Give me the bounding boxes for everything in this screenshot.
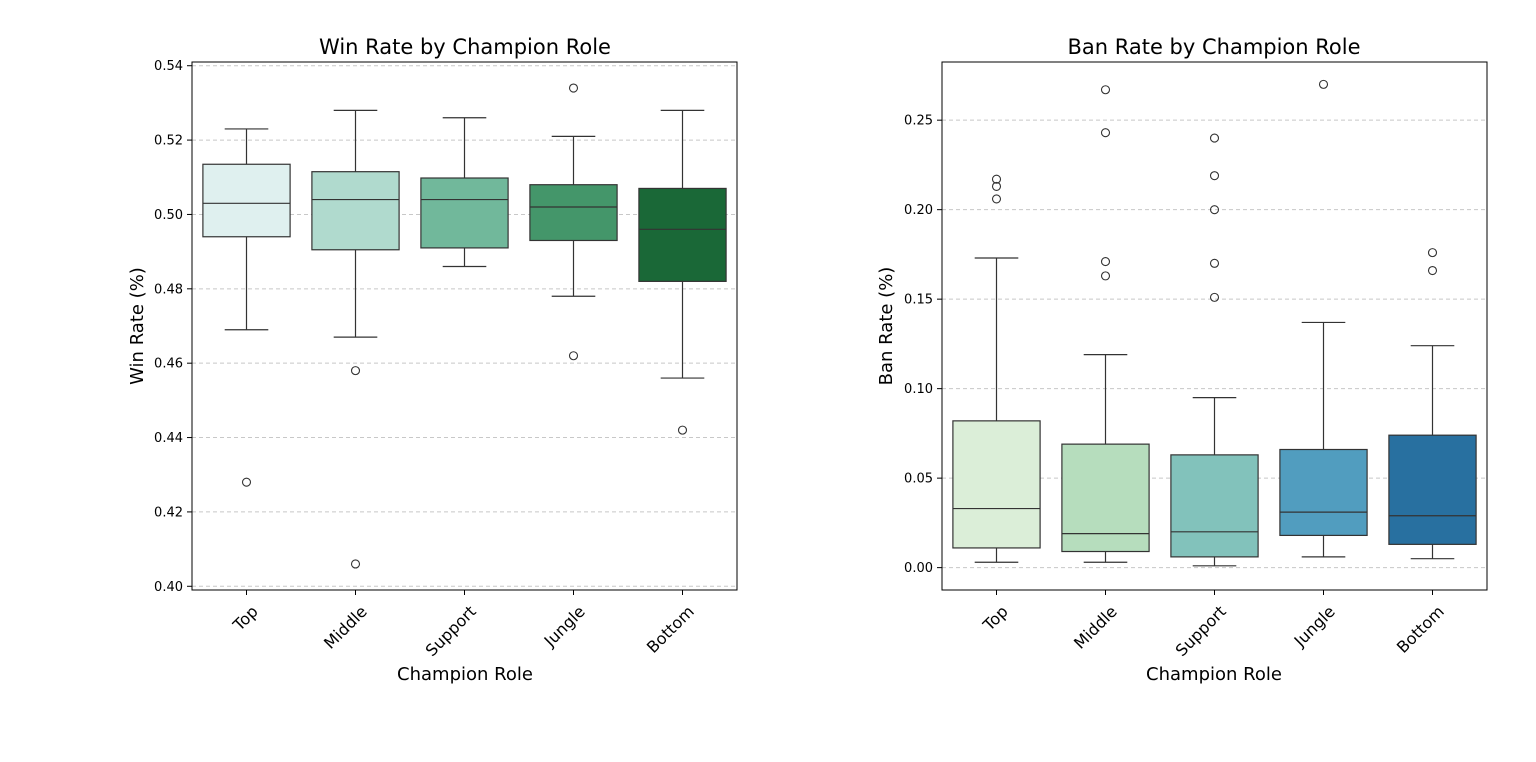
box-middle	[1061, 443, 1150, 553]
y-tick-label: 0.05	[904, 472, 933, 487]
outlier-point	[568, 351, 579, 361]
x-tick-label: Bottom	[643, 602, 698, 657]
y-tick-label: 0.15	[904, 293, 933, 308]
outlier-point	[1209, 205, 1220, 215]
y-tick-label: 0.54	[154, 59, 183, 74]
y-tick-label: 0.52	[154, 134, 183, 149]
chart-title: Ban Rate by Champion Role	[1067, 35, 1360, 59]
outlier-point	[350, 559, 361, 569]
outlier-point	[1209, 133, 1220, 143]
box-top	[202, 163, 291, 238]
y-tick-label: 0.48	[154, 282, 183, 297]
y-axis-label: Win Rate (%)	[127, 267, 148, 385]
chart-title: Win Rate by Champion Role	[319, 35, 611, 59]
outlier-point	[1100, 257, 1111, 267]
x-tick-label: Middle	[320, 602, 371, 653]
outlier-point	[1209, 258, 1220, 268]
y-axis-label: Ban Rate (%)	[876, 267, 897, 386]
outlier-point	[1427, 248, 1438, 258]
x-tick-label: Jungle	[1290, 602, 1339, 651]
outlier-point	[991, 174, 1002, 184]
y-tick-label: 0.50	[154, 208, 183, 223]
x-axis-label: Champion Role	[397, 664, 533, 685]
y-tick-label: 0.10	[904, 382, 933, 397]
x-tick-label: Bottom	[1393, 602, 1448, 657]
y-tick-label: 0.25	[904, 114, 933, 129]
outlier-point	[568, 83, 579, 93]
x-tick-label: Top	[229, 602, 262, 635]
outlier-point	[991, 194, 1002, 204]
ban-rate-chart: Ban Rate by Champion Role Champion Role …	[876, 35, 1488, 685]
outlier-point	[350, 366, 361, 376]
y-tick-label: 0.44	[154, 431, 183, 446]
y-tick-label: 0.00	[904, 561, 933, 576]
outlier-point	[677, 425, 688, 435]
y-tick-label: 0.42	[154, 505, 183, 520]
outlier-point	[1100, 271, 1111, 281]
outlier-point	[1209, 292, 1220, 302]
x-tick-label: Jungle	[540, 602, 589, 651]
win-rate-chart: Win Rate by Champion Role Champion Role …	[127, 35, 738, 685]
box-top	[952, 420, 1041, 549]
outlier-point	[1427, 265, 1438, 276]
outlier-point	[1100, 85, 1111, 95]
y-tick-label: 0.40	[154, 580, 183, 595]
x-axis-label: Champion Role	[1146, 664, 1282, 685]
plot-frame	[941, 61, 1488, 591]
box-bottom	[1388, 434, 1477, 545]
outlier-point	[241, 477, 252, 487]
x-tick-label: Support	[422, 602, 480, 660]
outlier-point	[1318, 79, 1329, 89]
box-middle	[311, 171, 400, 251]
box-jungle	[529, 184, 618, 242]
box-bottom	[638, 187, 727, 282]
box-jungle	[1279, 448, 1368, 537]
x-tick-label: Top	[979, 602, 1012, 635]
plot-frame	[191, 61, 738, 591]
y-tick-label: 0.20	[904, 203, 933, 218]
outlier-point	[991, 181, 1002, 191]
box-support	[1170, 454, 1259, 558]
x-tick-label: Middle	[1070, 602, 1121, 653]
x-tick-label: Support	[1172, 602, 1230, 660]
box-support	[420, 177, 509, 249]
outlier-point	[1100, 128, 1111, 138]
y-tick-label: 0.46	[154, 357, 183, 372]
outlier-point	[1209, 171, 1220, 181]
